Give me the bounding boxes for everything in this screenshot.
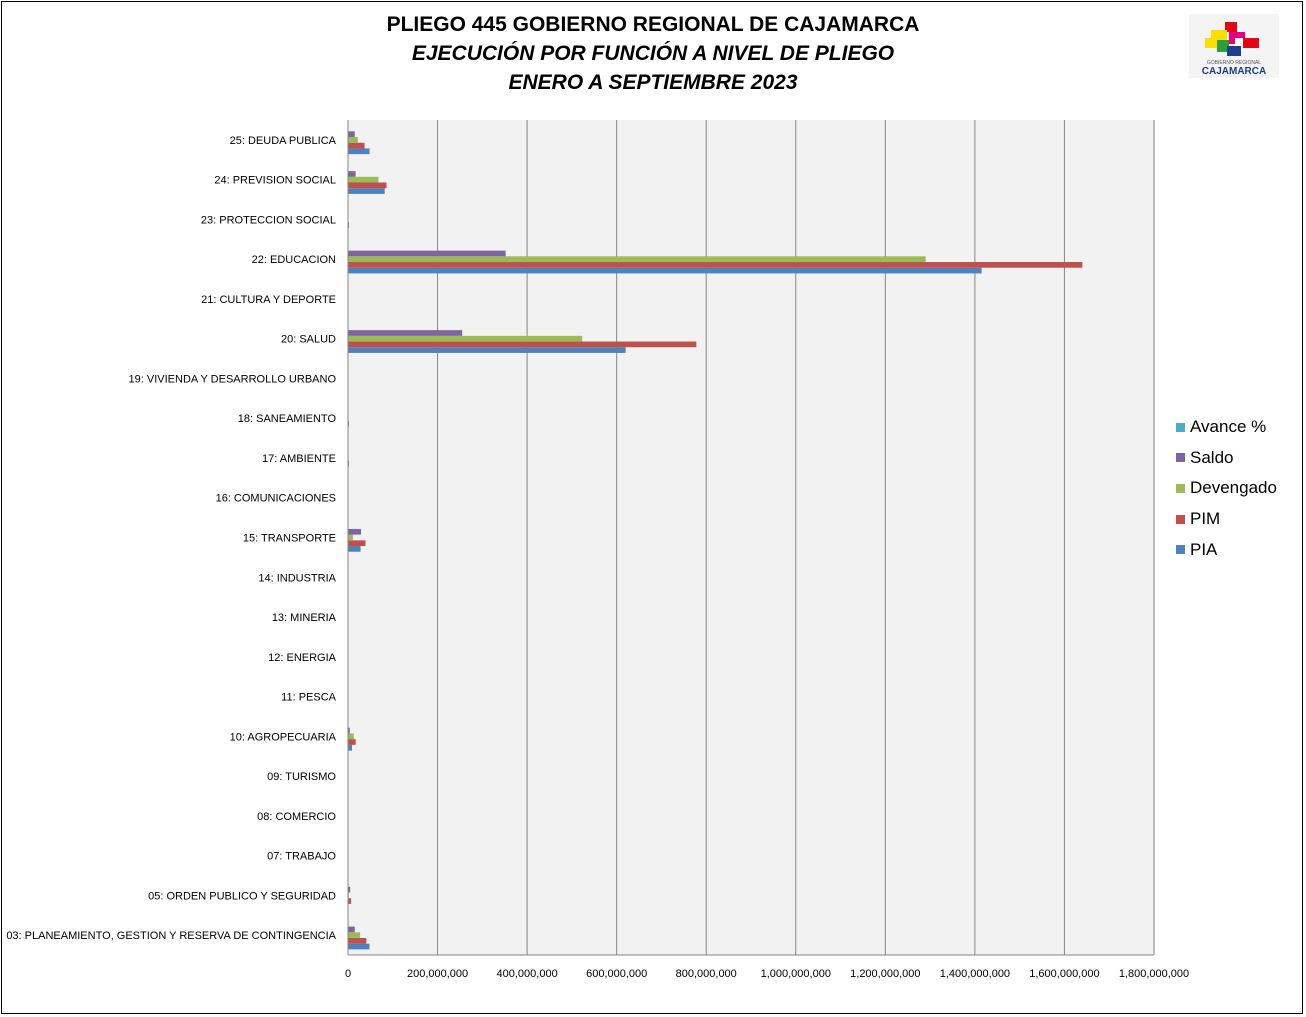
legend-label: Saldo <box>1190 447 1234 467</box>
x-tick-label: 400,000,000 <box>497 968 558 980</box>
bar-pia-3 <box>348 267 982 274</box>
legend-label: Devengado <box>1190 478 1277 498</box>
legend-swatch <box>1176 453 1185 463</box>
logo-caption-big: CAJAMARCA <box>1202 66 1266 77</box>
bar-pim-3 <box>348 262 1083 268</box>
category-label: 25: DEUDA PUBLICA <box>230 135 337 147</box>
bar-series-group <box>348 131 1083 950</box>
bar-devengado-0 <box>348 137 358 143</box>
bar-devengado-10 <box>348 534 353 541</box>
bar-pim-10 <box>348 540 366 547</box>
bar-devengado-1 <box>348 176 379 183</box>
category-label: 11: PESCA <box>281 692 336 704</box>
bar-pia-0 <box>348 148 370 155</box>
category-label: 19: VIVIENDA Y DESARROLLO URBANO <box>129 373 337 385</box>
logo-caption-small: GOBIERNO REGIONAL <box>1207 60 1261 66</box>
category-label: 10: AGROPECUARIA <box>230 731 337 743</box>
bar-pim-1 <box>348 182 387 189</box>
chart-title: PLIEGO 445 GOBIERNO REGIONAL DE CAJAMARC… <box>386 13 920 36</box>
legend: Avance % Saldo Devengado PIM PIA <box>1176 412 1277 565</box>
bar-pim-5 <box>348 341 697 348</box>
x-tick-label: 0 <box>345 968 351 980</box>
category-label: 14: INDUSTRIA <box>258 572 336 584</box>
legend-item: Saldo <box>1176 443 1277 474</box>
x-tick-label: 1,200,000,000 <box>850 968 920 980</box>
x-tick-label: 800,000,000 <box>676 968 737 980</box>
bar-devengado-3 <box>348 256 926 263</box>
x-tick-label: 1,800,000,000 <box>1119 968 1189 980</box>
bar-pim-19 <box>348 898 352 904</box>
chart-period: ENERO A SEPTIEMBRE 2023 <box>508 71 798 94</box>
category-label: 08: COMERCIO <box>257 811 336 823</box>
bar-saldo-5 <box>348 330 463 336</box>
category-labels: 25: DEUDA PUBLICA 24: PREVISION SOCIAL 23:… <box>6 135 336 942</box>
plot-area <box>348 120 1154 955</box>
chart-title-block: PLIEGO 445 GOBIERNO REGIONAL DE CAJAMARC… <box>0 10 1306 97</box>
bar-pim-20 <box>348 937 367 944</box>
category-label: 24: PREVISION SOCIAL <box>214 175 336 187</box>
bar-devengado-15 <box>348 733 354 740</box>
bar-saldo-0 <box>348 131 355 138</box>
bar-pia-1 <box>348 188 385 194</box>
legend-item: PIM <box>1176 504 1277 535</box>
bar-saldo-3 <box>348 250 506 257</box>
legend-item: Avance % <box>1176 412 1277 443</box>
gobierno-regional-cajamarca-logo: GOBIERNO REGIONAL CAJAMARCA <box>1189 14 1279 78</box>
category-label: 12: ENERGIA <box>268 652 337 664</box>
bar-pim-15 <box>348 739 356 745</box>
category-label: 03: PLANEAMIENTO, GESTION Y RESERVA DE C… <box>6 930 336 942</box>
bar-pia-15 <box>348 744 353 751</box>
category-label: 13: MINERIA <box>272 612 337 624</box>
bar-saldo-19 <box>348 886 351 893</box>
category-label: 16: COMUNICACIONES <box>216 493 336 505</box>
bar-saldo-1 <box>348 171 356 177</box>
legend-swatch <box>1176 545 1185 555</box>
category-label: 05: ORDEN PUBLICO Y SEGURIDAD <box>148 890 336 902</box>
legend-label: PIA <box>1190 539 1218 559</box>
bar-pim-0 <box>348 142 365 149</box>
x-tick-label: 1,600,000,000 <box>1029 968 1099 980</box>
legend-swatch <box>1176 422 1185 432</box>
bar-saldo-15 <box>348 727 350 734</box>
category-label: 21: CULTURA Y DEPORTE <box>201 294 336 306</box>
bar-pia-10 <box>348 546 361 552</box>
category-label: 18: SANEAMIENTO <box>238 413 337 425</box>
legend-swatch <box>1176 514 1185 524</box>
logo-cross-mark <box>1205 22 1259 56</box>
x-tick-label: 1,000,000,000 <box>761 968 831 980</box>
category-label: 09: TURISMO <box>267 771 336 783</box>
legend-item: PIA <box>1176 534 1277 565</box>
x-tick-label: 200,000,000 <box>407 968 468 980</box>
x-axis-tick-labels: 0 200,000,000 400,000,000 600,000,000 800,00… <box>345 968 1189 980</box>
x-tick-label: 1,400,000,000 <box>940 968 1010 980</box>
bar-pia-5 <box>348 347 626 353</box>
legend-label: PIM <box>1190 509 1221 529</box>
bar-saldo-20 <box>348 926 355 933</box>
bar-saldo-10 <box>348 528 361 535</box>
x-tick-label: 600,000,000 <box>586 968 647 980</box>
category-label: 07: TRABAJO <box>267 851 336 863</box>
category-label: 20: SALUD <box>281 334 336 346</box>
chart-subtitle: EJECUCIÓN POR FUNCIÓN A NIVEL DE PLIEGO <box>411 42 895 65</box>
axes <box>347 120 1154 956</box>
legend-item: Devengado <box>1176 473 1277 504</box>
bar-pia-20 <box>348 943 370 950</box>
bar-devengado-5 <box>348 335 583 342</box>
category-label: 15: TRANSPORTE <box>243 533 336 545</box>
legend-swatch <box>1176 483 1185 493</box>
category-label: 22: EDUCACION <box>252 254 336 266</box>
category-label: 23: PROTECCION SOCIAL <box>201 214 336 226</box>
legend-label: Avance % <box>1190 417 1267 437</box>
category-label: 17: AMBIENTE <box>262 453 336 465</box>
bar-devengado-20 <box>348 932 361 938</box>
